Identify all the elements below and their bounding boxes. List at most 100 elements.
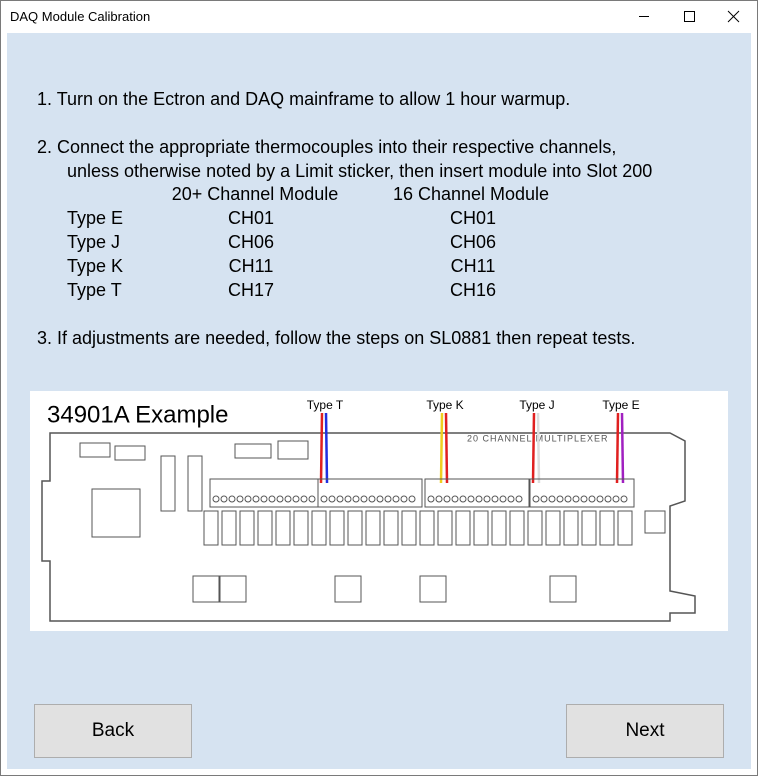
terminal (556, 495, 564, 503)
relay (257, 510, 273, 546)
relay (455, 510, 471, 546)
channel: CH11 (228, 256, 274, 276)
terminal (612, 495, 620, 503)
title-bar: DAQ Module Calibration (1, 1, 757, 33)
wire-label: Type T (307, 398, 344, 412)
terminal (352, 495, 360, 503)
terminal (515, 495, 523, 503)
terminal (507, 495, 515, 503)
relay (329, 510, 345, 546)
relay (527, 510, 543, 546)
terminal (572, 495, 580, 503)
terminal (435, 495, 443, 503)
connector (277, 440, 309, 460)
terminal (467, 495, 475, 503)
type-label: Type T (67, 280, 122, 300)
type-label: Type E (67, 208, 124, 228)
instruction: unless otherwise noted by a Limit sticke… (67, 161, 653, 181)
terminal (564, 495, 572, 503)
terminal (228, 495, 236, 503)
terminal (620, 495, 628, 503)
connector (234, 443, 272, 459)
channel: CH17 (227, 280, 275, 300)
terminal (220, 495, 228, 503)
terminal-block (424, 478, 530, 508)
terminal (252, 495, 260, 503)
relay (401, 510, 417, 546)
column-header: 20+ Channel Module (171, 184, 339, 204)
next-button[interactable]: Next (566, 704, 724, 758)
fuse (160, 455, 176, 512)
relay (383, 510, 399, 546)
terminal (376, 495, 384, 503)
channel: CH11 (450, 256, 496, 276)
fuse (187, 455, 203, 512)
wires: Type T Type K Type J Type E (307, 398, 640, 484)
terminal (548, 495, 556, 503)
wire (319, 412, 324, 484)
wire (444, 412, 449, 484)
terminal (292, 495, 300, 503)
relay (437, 510, 453, 546)
terminal (408, 495, 416, 503)
terminal (392, 495, 400, 503)
back-button[interactable]: Back (34, 704, 192, 758)
terminal (427, 495, 435, 503)
relay (203, 510, 219, 546)
terminal-block (529, 478, 635, 508)
close-button[interactable] (727, 10, 740, 23)
wire-label: Type J (519, 398, 554, 412)
terminal (276, 495, 284, 503)
relay (599, 510, 615, 546)
relay (545, 510, 561, 546)
terminal (400, 495, 408, 503)
terminal (344, 495, 352, 503)
wire (615, 412, 620, 484)
terminal (244, 495, 252, 503)
relay (365, 510, 381, 546)
wire (439, 412, 444, 484)
module-diagram: 34901A Example 20 CHANNEL MULTIPLEXER Ty… (30, 391, 728, 631)
relay (617, 510, 633, 546)
window-title: DAQ Module Calibration (10, 9, 151, 24)
pad (549, 575, 577, 603)
terminal (384, 495, 392, 503)
pad (419, 575, 447, 603)
terminal (588, 495, 596, 503)
relay (239, 510, 255, 546)
relay (275, 510, 291, 546)
terminal (260, 495, 268, 503)
pad (219, 575, 247, 603)
channel: CH01 (449, 208, 497, 228)
relay (419, 510, 435, 546)
terminal (336, 495, 344, 503)
window-controls (639, 10, 740, 23)
terminal (368, 495, 376, 503)
terminal (284, 495, 292, 503)
figure-title: 34901A Example (47, 401, 228, 428)
channel: CH06 (449, 232, 497, 252)
connector (79, 442, 111, 458)
column-header: 16 Channel Module (392, 184, 550, 204)
relay (509, 510, 525, 546)
relay (293, 510, 309, 546)
maximize-button[interactable] (684, 11, 695, 22)
terminal-block (317, 478, 423, 508)
instruction: 2. Connect the appropriate thermocouples… (37, 137, 617, 157)
terminal (499, 495, 507, 503)
terminal (491, 495, 499, 503)
relay (563, 510, 579, 546)
type-label: Type K (67, 256, 124, 276)
terminal (212, 495, 220, 503)
channel: CH06 (227, 232, 275, 252)
relay (311, 510, 327, 546)
wire (536, 412, 541, 484)
channel: CH16 (449, 280, 497, 300)
terminal (268, 495, 276, 503)
terminal (483, 495, 491, 503)
terminal (540, 495, 548, 503)
terminal (320, 495, 328, 503)
terminal (475, 495, 483, 503)
relay (581, 510, 597, 546)
button (644, 510, 666, 534)
